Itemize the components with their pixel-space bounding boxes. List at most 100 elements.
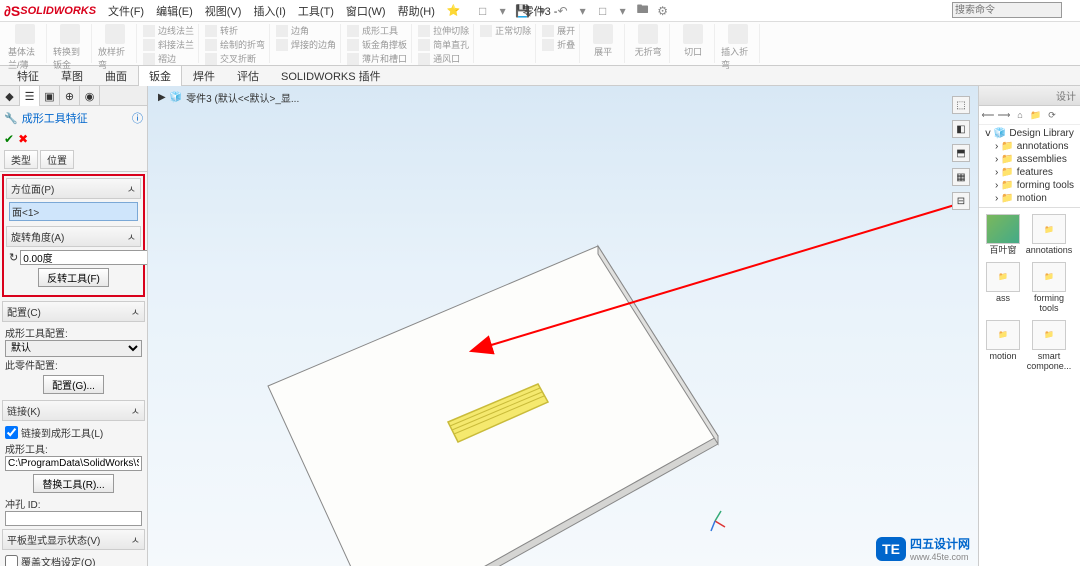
ribbon: 基体法 兰/薄 转换到 钣金 放样折 弯 边线法兰 斜接法兰 褶边 转折 绘制的…	[0, 22, 1080, 66]
cancel-icon[interactable]: ✖	[18, 132, 28, 146]
tab-surface[interactable]: 曲面	[94, 65, 138, 87]
panel-tab-config-icon[interactable]: ▣	[40, 86, 60, 106]
menu-pin-icon[interactable]: ⭐	[441, 4, 467, 17]
refresh-icon[interactable]: ⟳	[1045, 108, 1059, 122]
angle-input[interactable]	[20, 250, 147, 265]
menu-insert[interactable]: 插入(I)	[247, 3, 291, 19]
ribbon-hem[interactable]: 褶边	[143, 52, 194, 65]
ribbon-simple-hole[interactable]: 简单直孔	[418, 38, 469, 51]
ribbon-weld-corner[interactable]: 焊接的边角	[276, 38, 336, 51]
fwd-icon[interactable]: ⟶	[997, 108, 1011, 122]
ribbon-cross-break[interactable]: 交叉折断	[205, 52, 265, 65]
tab-feature[interactable]: 特征	[6, 65, 50, 87]
add-icon[interactable]: 📁	[1029, 108, 1043, 122]
thumb-motion[interactable]: 📁motion	[983, 320, 1023, 372]
subtab-position[interactable]: 位置	[40, 150, 74, 169]
panel-tab-appear-icon[interactable]: ◉	[80, 86, 100, 106]
section-link[interactable]: 链接(K)ㅅ	[2, 400, 145, 421]
link-checkbox[interactable]: 链接到成形工具(L)	[5, 424, 142, 441]
menu-help[interactable]: 帮助(H)	[392, 3, 441, 19]
section-config[interactable]: 配置(C)ㅅ	[2, 301, 145, 322]
redo-icon[interactable]: ▾	[575, 3, 591, 19]
angle-icon: ↻	[9, 251, 18, 264]
menu-window[interactable]: 窗口(W)	[340, 3, 392, 19]
link-label: 成形工具:	[5, 441, 142, 456]
tab-addins[interactable]: SOLIDWORKS 插件	[270, 65, 392, 87]
ribbon-insert-bends[interactable]: 插入折弯	[721, 24, 755, 71]
tree-root[interactable]: ⅴ🧊Design Library	[981, 127, 1078, 140]
ribbon-sketched-bend[interactable]: 绘制的折弯	[205, 38, 265, 51]
new-icon[interactable]: □	[475, 3, 491, 19]
thumb-annotations[interactable]: 📁annotations	[1029, 214, 1069, 256]
ribbon-flatten[interactable]: 展平	[586, 24, 620, 58]
watermark: TE 四五设计网 www.45te.com	[876, 535, 970, 562]
ok-icon[interactable]: ✔	[4, 132, 14, 146]
subtabs: 类型 位置	[0, 148, 147, 172]
punch-input[interactable]	[5, 511, 142, 526]
menu-view[interactable]: 视图(V)	[199, 3, 248, 19]
view-btn-4[interactable]: ▦	[952, 168, 970, 186]
ribbon-no-bends[interactable]: 无折弯	[631, 24, 665, 58]
ribbon-miter[interactable]: 斜接法兰	[143, 38, 194, 51]
panel-tab-dim-icon[interactable]: ⊕	[60, 86, 80, 106]
ribbon-fold[interactable]: 折叠	[542, 38, 575, 51]
search-input[interactable]	[952, 2, 1062, 18]
view-btn-5[interactable]: ⊟	[952, 192, 970, 210]
ribbon-vent[interactable]: 通风口	[418, 52, 469, 65]
section-flat[interactable]: 平板型式显示状态(V)ㅅ	[2, 529, 145, 550]
help-icon[interactable]: ⓘ	[132, 110, 143, 126]
view-btn-1[interactable]: ⬚	[952, 96, 970, 114]
tree-annotations[interactable]: ›📁annotations	[981, 140, 1078, 153]
panel-tab-feature-icon[interactable]: ◆	[0, 86, 20, 106]
ribbon-forming[interactable]: 成形工具	[347, 24, 407, 37]
link-path-input[interactable]	[5, 456, 142, 471]
options-icon[interactable]: 🖿	[635, 3, 651, 19]
thumb-louver[interactable]: 百叶窗	[983, 214, 1023, 256]
section-placement[interactable]: 方位面(P)ㅅ	[6, 178, 141, 199]
rebuild-icon[interactable]: ▾	[615, 3, 631, 19]
tree-features[interactable]: ›📁features	[981, 166, 1078, 179]
menu-file[interactable]: 文件(F)	[102, 3, 150, 19]
ribbon-normal-cut[interactable]: 正常切除	[480, 24, 531, 37]
thumb-ass[interactable]: 📁ass	[983, 262, 1023, 314]
tab-sheetmetal[interactable]: 钣金	[138, 65, 182, 87]
tree-forming[interactable]: ›📁forming tools	[981, 179, 1078, 192]
reverse-button[interactable]: 反转工具(F)	[38, 268, 109, 287]
ribbon-tab-slot[interactable]: 薄片和槽口	[347, 52, 407, 65]
replace-button[interactable]: 替换工具(R)...	[33, 474, 113, 493]
back-icon[interactable]: ⟵	[981, 108, 995, 122]
view-btn-2[interactable]: ◧	[952, 120, 970, 138]
config-button[interactable]: 配置(G)...	[43, 375, 104, 394]
config-label: 成形工具配置:	[5, 325, 142, 340]
gear-icon[interactable]: ⚙	[655, 3, 671, 19]
menu-tools[interactable]: 工具(T)	[292, 3, 340, 19]
menu-edit[interactable]: 编辑(E)	[150, 3, 199, 19]
ribbon-edge-flange[interactable]: 边线法兰	[143, 24, 194, 37]
tree-assemblies[interactable]: ›📁assemblies	[981, 153, 1078, 166]
section-angle[interactable]: 旋转角度(A)ㅅ	[6, 226, 141, 247]
tree-motion[interactable]: ›📁motion	[981, 192, 1078, 205]
ribbon-unfold[interactable]: 展开	[542, 24, 575, 37]
ribbon-extrude-cut[interactable]: 拉伸切除	[418, 24, 469, 37]
view-btn-3[interactable]: ⬒	[952, 144, 970, 162]
subtab-type[interactable]: 类型	[4, 150, 38, 169]
tab-weldment[interactable]: 焊件	[182, 65, 226, 87]
property-panel: ◆ ☰ ▣ ⊕ ◉ 🔧 成形工具特征 ⓘ ✔ ✖ 类型 位置 方位面(P)ㅅ 面…	[0, 86, 148, 566]
open-icon[interactable]: ▾	[495, 3, 511, 19]
select-icon[interactable]: □	[595, 3, 611, 19]
panel-tab-property-icon[interactable]: ☰	[20, 86, 40, 106]
config-dropdown[interactable]: 默认	[5, 340, 142, 357]
tab-sketch[interactable]: 草图	[50, 65, 94, 87]
face-field[interactable]: 面<1>	[9, 202, 138, 221]
thumb-smart[interactable]: 📁smart compone...	[1029, 320, 1069, 372]
ribbon-corner[interactable]: 边角	[276, 24, 336, 37]
ribbon-rip[interactable]: 切口	[676, 24, 710, 58]
override-checkbox[interactable]: 覆盖文档设定(O)	[5, 553, 142, 566]
home-icon[interactable]: ⌂	[1013, 108, 1027, 122]
breadcrumb[interactable]: ▶ 🧊 零件3 (默认<<默认>_显...	[158, 90, 299, 105]
ribbon-gusset[interactable]: 钣金角撑板	[347, 38, 407, 51]
viewport[interactable]: ▶ 🧊 零件3 (默认<<默认>_显...	[148, 86, 978, 566]
tab-evaluate[interactable]: 评估	[226, 65, 270, 87]
ribbon-jog[interactable]: 转折	[205, 24, 265, 37]
thumb-forming[interactable]: 📁forming tools	[1029, 262, 1069, 314]
